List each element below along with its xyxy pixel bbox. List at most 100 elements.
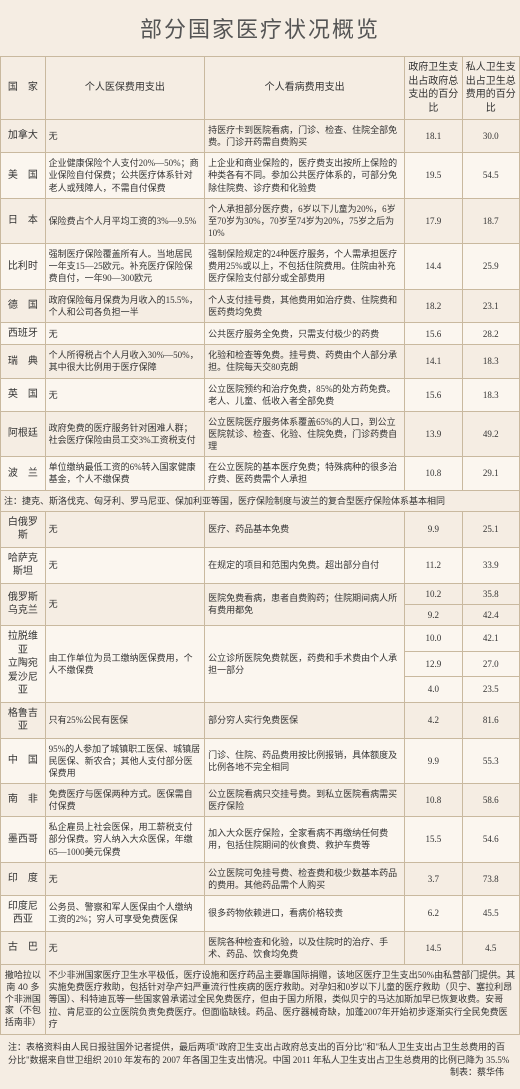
cell-priv: 18.7 xyxy=(462,198,519,243)
cell-insurance: 由工作单位为员工缴纳医保费用，个人不缴保费 xyxy=(45,626,205,703)
cell-insurance: 单位缴纳最低工资的6%转入国家健康基金，个人不缴保费 xyxy=(45,457,205,490)
cell-gov: 9.9 xyxy=(405,738,462,783)
cell-visit: 持医疗卡到医院看病，门诊、检查、住院全部免费。门诊开药需自费购买 xyxy=(205,120,405,153)
cell-gov: 14.4 xyxy=(405,244,462,289)
cell-priv: 45.5 xyxy=(462,895,519,931)
table-row: 日 本保险费占个人月平均工资的3%—9.5%个人承担部分医疗费，6岁以下儿童为2… xyxy=(1,198,520,243)
cell-priv: 23.1 xyxy=(462,289,519,322)
cell-gov: 12.9 xyxy=(405,651,462,677)
cell-insurance: 无 xyxy=(45,583,205,625)
cell-country: 俄罗斯乌克兰 xyxy=(1,583,46,625)
cell-visit: 加入大众医疗保险，全家看病不再缴纳任何费用，包括住院期间的伙食费、救护车费等 xyxy=(205,817,405,862)
cell-insurance: 无 xyxy=(45,931,205,964)
cell-gov: 14.1 xyxy=(405,345,462,378)
cell-gov: 13.9 xyxy=(405,411,462,456)
cell-insurance: 公务员、警察和军人医保由个人缴纳工资的2%；穷人可享受免费医保 xyxy=(45,895,205,931)
cell-insurance: 95%的人参加了城镇职工医保、城镇居民医保、新农合；其他人支付部分医保费用 xyxy=(45,738,205,783)
cell-gov: 15.5 xyxy=(405,817,462,862)
cell-country: 波 兰 xyxy=(1,457,46,490)
table-row: 波 兰单位缴纳最低工资的6%转入国家健康基金，个人不缴保费在公立医院的基本医疗免… xyxy=(1,457,520,490)
cell-gov: 3.7 xyxy=(405,862,462,895)
cell-country: 加拿大 xyxy=(1,120,46,153)
cell-insurance: 免费医疗与医保两种方式。医保需自付保费 xyxy=(45,783,205,816)
cell-country: 中 国 xyxy=(1,738,46,783)
th-insurance: 个人医保费用支出 xyxy=(45,57,205,120)
cell-priv: 73.8 xyxy=(462,862,519,895)
table-row: 格鲁吉亚只有25%公民有医保部分穷人实行免费医保4.281.6 xyxy=(1,702,520,738)
table-row: 中 国95%的人参加了城镇职工医保、城镇居民医保、新农合；其他人支付部分医保费用… xyxy=(1,738,520,783)
cell-insurance: 保险费占个人月平均工资的3%—9.5% xyxy=(45,198,205,243)
africa-text: 不少非洲国家医疗卫生水平极低，医疗设施和医疗药品主要靠国际捐赠，该地区医疗卫生支… xyxy=(45,965,519,1035)
cell-insurance: 无 xyxy=(45,120,205,153)
cell-visit: 门诊、住院、药品费用按比例报销，具体额度及比例各地不完全相同 xyxy=(205,738,405,783)
cell-gov: 6.2 xyxy=(405,895,462,931)
cell-priv: 33.9 xyxy=(462,547,519,583)
page-title: 部分国家医疗状况概览 xyxy=(0,0,520,56)
cell-country: 印 度 xyxy=(1,862,46,895)
cell-country: 墨西哥 xyxy=(1,817,46,862)
cell-insurance: 政府免费的医疗服务针对困难人群；社会医疗保险由员工交3%工资税支付 xyxy=(45,411,205,456)
cell-visit: 在公立医院的基本医疗免费；特殊病种的很多治疗费、医药费需个人承担 xyxy=(205,457,405,490)
table-row: 瑞 典个人所得税占个人月收入30%—50%，其中很大比例用于医疗保障化验和检查等… xyxy=(1,345,520,378)
cell-priv: 25.1 xyxy=(462,511,519,547)
cell-insurance: 只有25%公民有医保 xyxy=(45,702,205,738)
cell-insurance: 无 xyxy=(45,378,205,411)
table-row: 墨西哥私企雇员上社会医保，用工薪税支付部分保费。穷人纳入大众医保，年缴65—10… xyxy=(1,817,520,862)
cell-priv: 35.8 xyxy=(462,583,519,604)
cell-priv: 23.5 xyxy=(462,677,519,703)
table-row: 印 度无公立医院可免挂号费、检查费和极少数基本药品的费用。其他药品需个人购买3.… xyxy=(1,862,520,895)
table-row: 南 非免费医疗与医保两种方式。医保需自付保费公立医院看病只交挂号费。到私立医院看… xyxy=(1,783,520,816)
cell-visit: 医院免费看病，患者自费购药；住院期间病人所有费用都免 xyxy=(205,583,405,625)
cell-priv: 42.1 xyxy=(462,626,519,652)
cell-gov: 15.6 xyxy=(405,378,462,411)
cell-gov: 19.5 xyxy=(405,153,462,198)
table-row: 英 国无公立医院预约和治疗免费，85%的处方药免费。老人、儿童、低收入者全部免费… xyxy=(1,378,520,411)
cell-country: 白俄罗斯 xyxy=(1,511,46,547)
footnote-text: 注：表格资料由人民日报驻国外记者提供，最后两项"政府卫生支出占政府总支出的百分比… xyxy=(8,1042,509,1065)
cell-insurance: 政府保险每月保费为月收入的15.5%，个人和公司各负担一半 xyxy=(45,289,205,322)
cell-visit: 在规定的项目和范围内免费。超出部分自付 xyxy=(205,547,405,583)
cell-priv: 29.1 xyxy=(462,457,519,490)
cell-country: 印度尼西亚 xyxy=(1,895,46,931)
cell-country: 拉脱维亚立陶宛爱沙尼亚 xyxy=(1,626,46,703)
cell-gov: 10.8 xyxy=(405,457,462,490)
cell-priv: 27.0 xyxy=(462,651,519,677)
th-country: 国 家 xyxy=(1,57,46,120)
cell-country: 日 本 xyxy=(1,198,46,243)
cell-visit: 公立医院可免挂号费、检查费和极少数基本药品的费用。其他药品需个人购买 xyxy=(205,862,405,895)
cell-visit: 公立医院医疗服务体系覆盖65%的人口，到公立医院就诊、检查、化验、住院免费，门诊… xyxy=(205,411,405,456)
table-row: 加拿大无持医疗卡到医院看病，门诊、检查、住院全部免费。门诊开药需自费购买18.1… xyxy=(1,120,520,153)
cell-visit: 上企业和商业保险的，医疗费支出按所上保险的种类各有不同。参加公共医疗体系的，可部… xyxy=(205,153,405,198)
cell-gov: 14.5 xyxy=(405,931,462,964)
cell-priv: 18.3 xyxy=(462,378,519,411)
cell-visit: 公立医院预约和治疗免费，85%的处方药免费。老人、儿童、低收入者全部免费 xyxy=(205,378,405,411)
cell-country: 阿根廷 xyxy=(1,411,46,456)
table-row: 拉脱维亚立陶宛爱沙尼亚由工作单位为员工缴纳医保费用，个人不缴保费公立诊所医院免费… xyxy=(1,626,520,652)
cell-country: 美 国 xyxy=(1,153,46,198)
cell-visit: 公共医疗服务全免费，只需支付极少的药费 xyxy=(205,322,405,345)
table-row: 比利时强制医疗保险覆盖所有人。当地居民一年支15—25欧元。补充医疗保险保费自付… xyxy=(1,244,520,289)
table-row: 俄罗斯乌克兰无医院免费看病，患者自费购药；住院期间病人所有费用都免10.235.… xyxy=(1,583,520,604)
cell-visit: 个人承担部分医疗费，6岁以下儿童为20%，6岁至70岁为30%，70岁至74岁为… xyxy=(205,198,405,243)
cell-country: 西班牙 xyxy=(1,322,46,345)
table-container: 部分国家医疗状况概览 国 家 个人医保费用支出 个人看病费用支出 政府卫生支出占… xyxy=(0,0,520,1089)
cell-gov: 4.2 xyxy=(405,702,462,738)
cell-visit: 化验和检查等免费。挂号费、药费由个人部分承担。住院每天交80克朗 xyxy=(205,345,405,378)
cell-visit: 很多药物依赖进口，看病价格较贵 xyxy=(205,895,405,931)
cell-priv: 18.3 xyxy=(462,345,519,378)
cell-priv: 28.2 xyxy=(462,322,519,345)
africa-row: 撒哈拉以南 40 多个非洲国家（不包括南非） 不少非洲国家医疗卫生水平极低，医疗… xyxy=(1,965,520,1035)
cell-gov: 10.0 xyxy=(405,626,462,652)
note-mid-row: 注：捷克、斯洛伐克、匈牙利、罗马尼亚、保加利亚等国，医疗保险制度与波兰的复合型医… xyxy=(1,490,520,511)
cell-insurance: 无 xyxy=(45,511,205,547)
cell-gov: 17.9 xyxy=(405,198,462,243)
cell-gov: 4.0 xyxy=(405,677,462,703)
cell-priv: 49.2 xyxy=(462,411,519,456)
cell-visit: 医院各种检查和化验，以及住院时的治疗、手术、药品、饮食均免费 xyxy=(205,931,405,964)
cell-country: 德 国 xyxy=(1,289,46,322)
cell-visit: 公立诊所医院免费就医，药费和手术费由个人承担一部分 xyxy=(205,626,405,703)
cell-country: 古 巴 xyxy=(1,931,46,964)
data-table: 国 家 个人医保费用支出 个人看病费用支出 政府卫生支出占政府总支出的百分比 私… xyxy=(0,56,520,1035)
cell-insurance: 无 xyxy=(45,862,205,895)
th-visit: 个人看病费用支出 xyxy=(205,57,405,120)
